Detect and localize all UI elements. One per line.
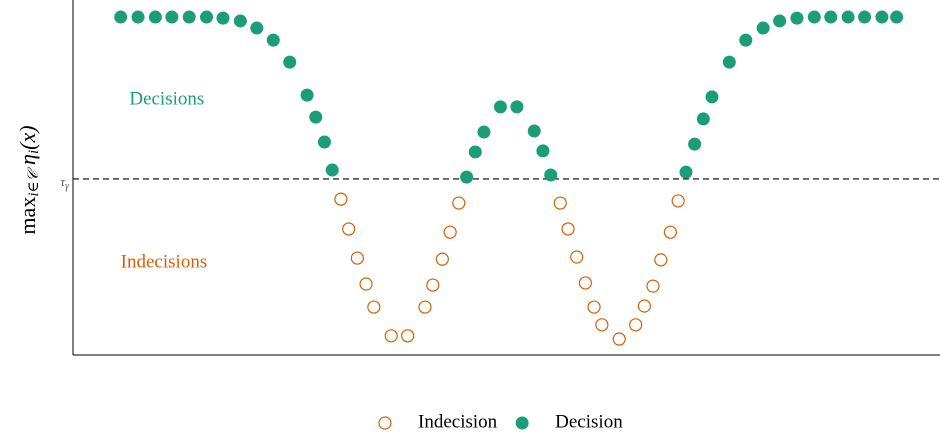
point bbox=[739, 33, 753, 47]
point bbox=[527, 124, 541, 138]
point bbox=[587, 300, 601, 314]
point bbox=[553, 196, 567, 210]
threshold-symbol: τ bbox=[60, 174, 66, 189]
point bbox=[435, 252, 449, 266]
point bbox=[671, 194, 685, 208]
point bbox=[350, 251, 364, 265]
point bbox=[756, 21, 770, 35]
point bbox=[401, 329, 415, 343]
point bbox=[266, 33, 280, 47]
point bbox=[359, 277, 373, 291]
point bbox=[250, 21, 264, 35]
point bbox=[654, 253, 668, 267]
threshold-subscript: γ bbox=[65, 181, 70, 192]
point bbox=[342, 222, 356, 236]
point bbox=[841, 10, 855, 24]
point bbox=[493, 100, 507, 114]
point bbox=[875, 10, 889, 24]
point bbox=[561, 222, 575, 236]
point bbox=[300, 88, 314, 102]
point bbox=[890, 10, 904, 24]
point bbox=[629, 318, 643, 332]
point bbox=[317, 135, 331, 149]
point bbox=[773, 14, 787, 28]
legend-label: Decision bbox=[555, 411, 623, 432]
legend-marker bbox=[378, 416, 392, 430]
point bbox=[325, 163, 339, 177]
point bbox=[544, 168, 558, 182]
threshold-label: τγ bbox=[60, 174, 70, 192]
legend-marker bbox=[515, 416, 529, 430]
point bbox=[283, 55, 297, 69]
point bbox=[114, 10, 128, 24]
point bbox=[367, 300, 381, 314]
point bbox=[536, 144, 550, 158]
point bbox=[418, 300, 432, 314]
point bbox=[696, 112, 710, 126]
point bbox=[646, 279, 660, 293]
point bbox=[595, 318, 609, 332]
point bbox=[570, 250, 584, 264]
annotation: Decisions bbox=[129, 88, 204, 109]
point bbox=[216, 11, 230, 25]
point bbox=[334, 192, 348, 206]
annotation: Indecisions bbox=[121, 251, 208, 272]
point bbox=[468, 145, 482, 159]
point bbox=[477, 125, 491, 139]
legend-label: Indecision bbox=[418, 411, 498, 432]
point bbox=[637, 299, 651, 313]
point bbox=[612, 332, 626, 346]
point bbox=[452, 196, 466, 210]
point bbox=[679, 165, 693, 179]
point bbox=[705, 90, 719, 104]
point bbox=[309, 110, 323, 124]
point bbox=[426, 278, 440, 292]
point bbox=[510, 100, 524, 114]
point bbox=[722, 55, 736, 69]
point bbox=[790, 11, 804, 25]
y-axis-label: maxi∈𝒞 ηi(x) bbox=[15, 125, 42, 234]
point bbox=[460, 170, 474, 184]
point bbox=[165, 10, 179, 24]
point bbox=[233, 14, 247, 28]
point bbox=[688, 137, 702, 151]
point bbox=[200, 10, 214, 24]
point bbox=[443, 225, 457, 239]
point bbox=[824, 10, 838, 24]
point bbox=[384, 329, 398, 343]
point bbox=[578, 276, 592, 290]
point bbox=[858, 10, 872, 24]
point bbox=[131, 10, 145, 24]
point bbox=[663, 225, 677, 239]
point bbox=[182, 10, 196, 24]
point bbox=[148, 10, 162, 24]
point bbox=[807, 10, 821, 24]
